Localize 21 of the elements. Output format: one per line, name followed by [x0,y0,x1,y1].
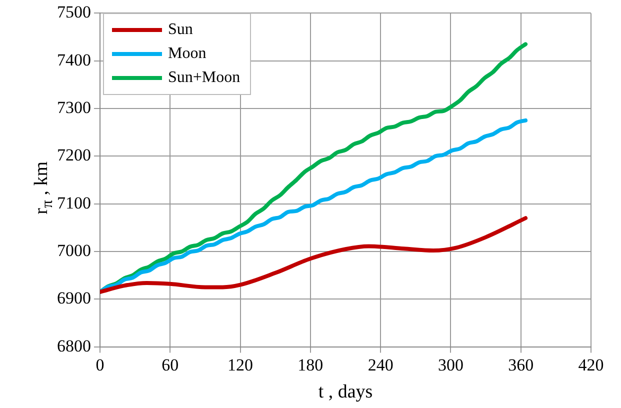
y-tick-label: 7000 [57,240,91,260]
legend-label: Sun+Moon [168,69,240,87]
y-tick-label: 6800 [57,336,91,356]
x-tick-label: 300 [438,355,464,374]
x-tick-label: 420 [578,355,604,374]
x-tick-label: 180 [298,355,324,374]
y-tick-label: 7300 [57,98,91,117]
legend-label: Sun [168,21,193,39]
y-tick-label: 7400 [57,50,91,70]
x-tick-label: 240 [368,355,394,374]
line-series [100,216,528,294]
x-tick-label: 360 [508,355,534,374]
y-tick-label: 7100 [57,193,91,212]
x-tick-label: 0 [96,355,104,374]
legend-label: Moon [168,45,206,63]
y-tick-label: 7500 [57,2,91,22]
x-axis-title: t , days [318,382,373,403]
x-tick-label: 60 [162,355,179,374]
y-tick-label: 6900 [57,288,91,308]
x-tick-label: 120 [228,355,254,374]
y-tick-label: 7200 [57,146,91,165]
